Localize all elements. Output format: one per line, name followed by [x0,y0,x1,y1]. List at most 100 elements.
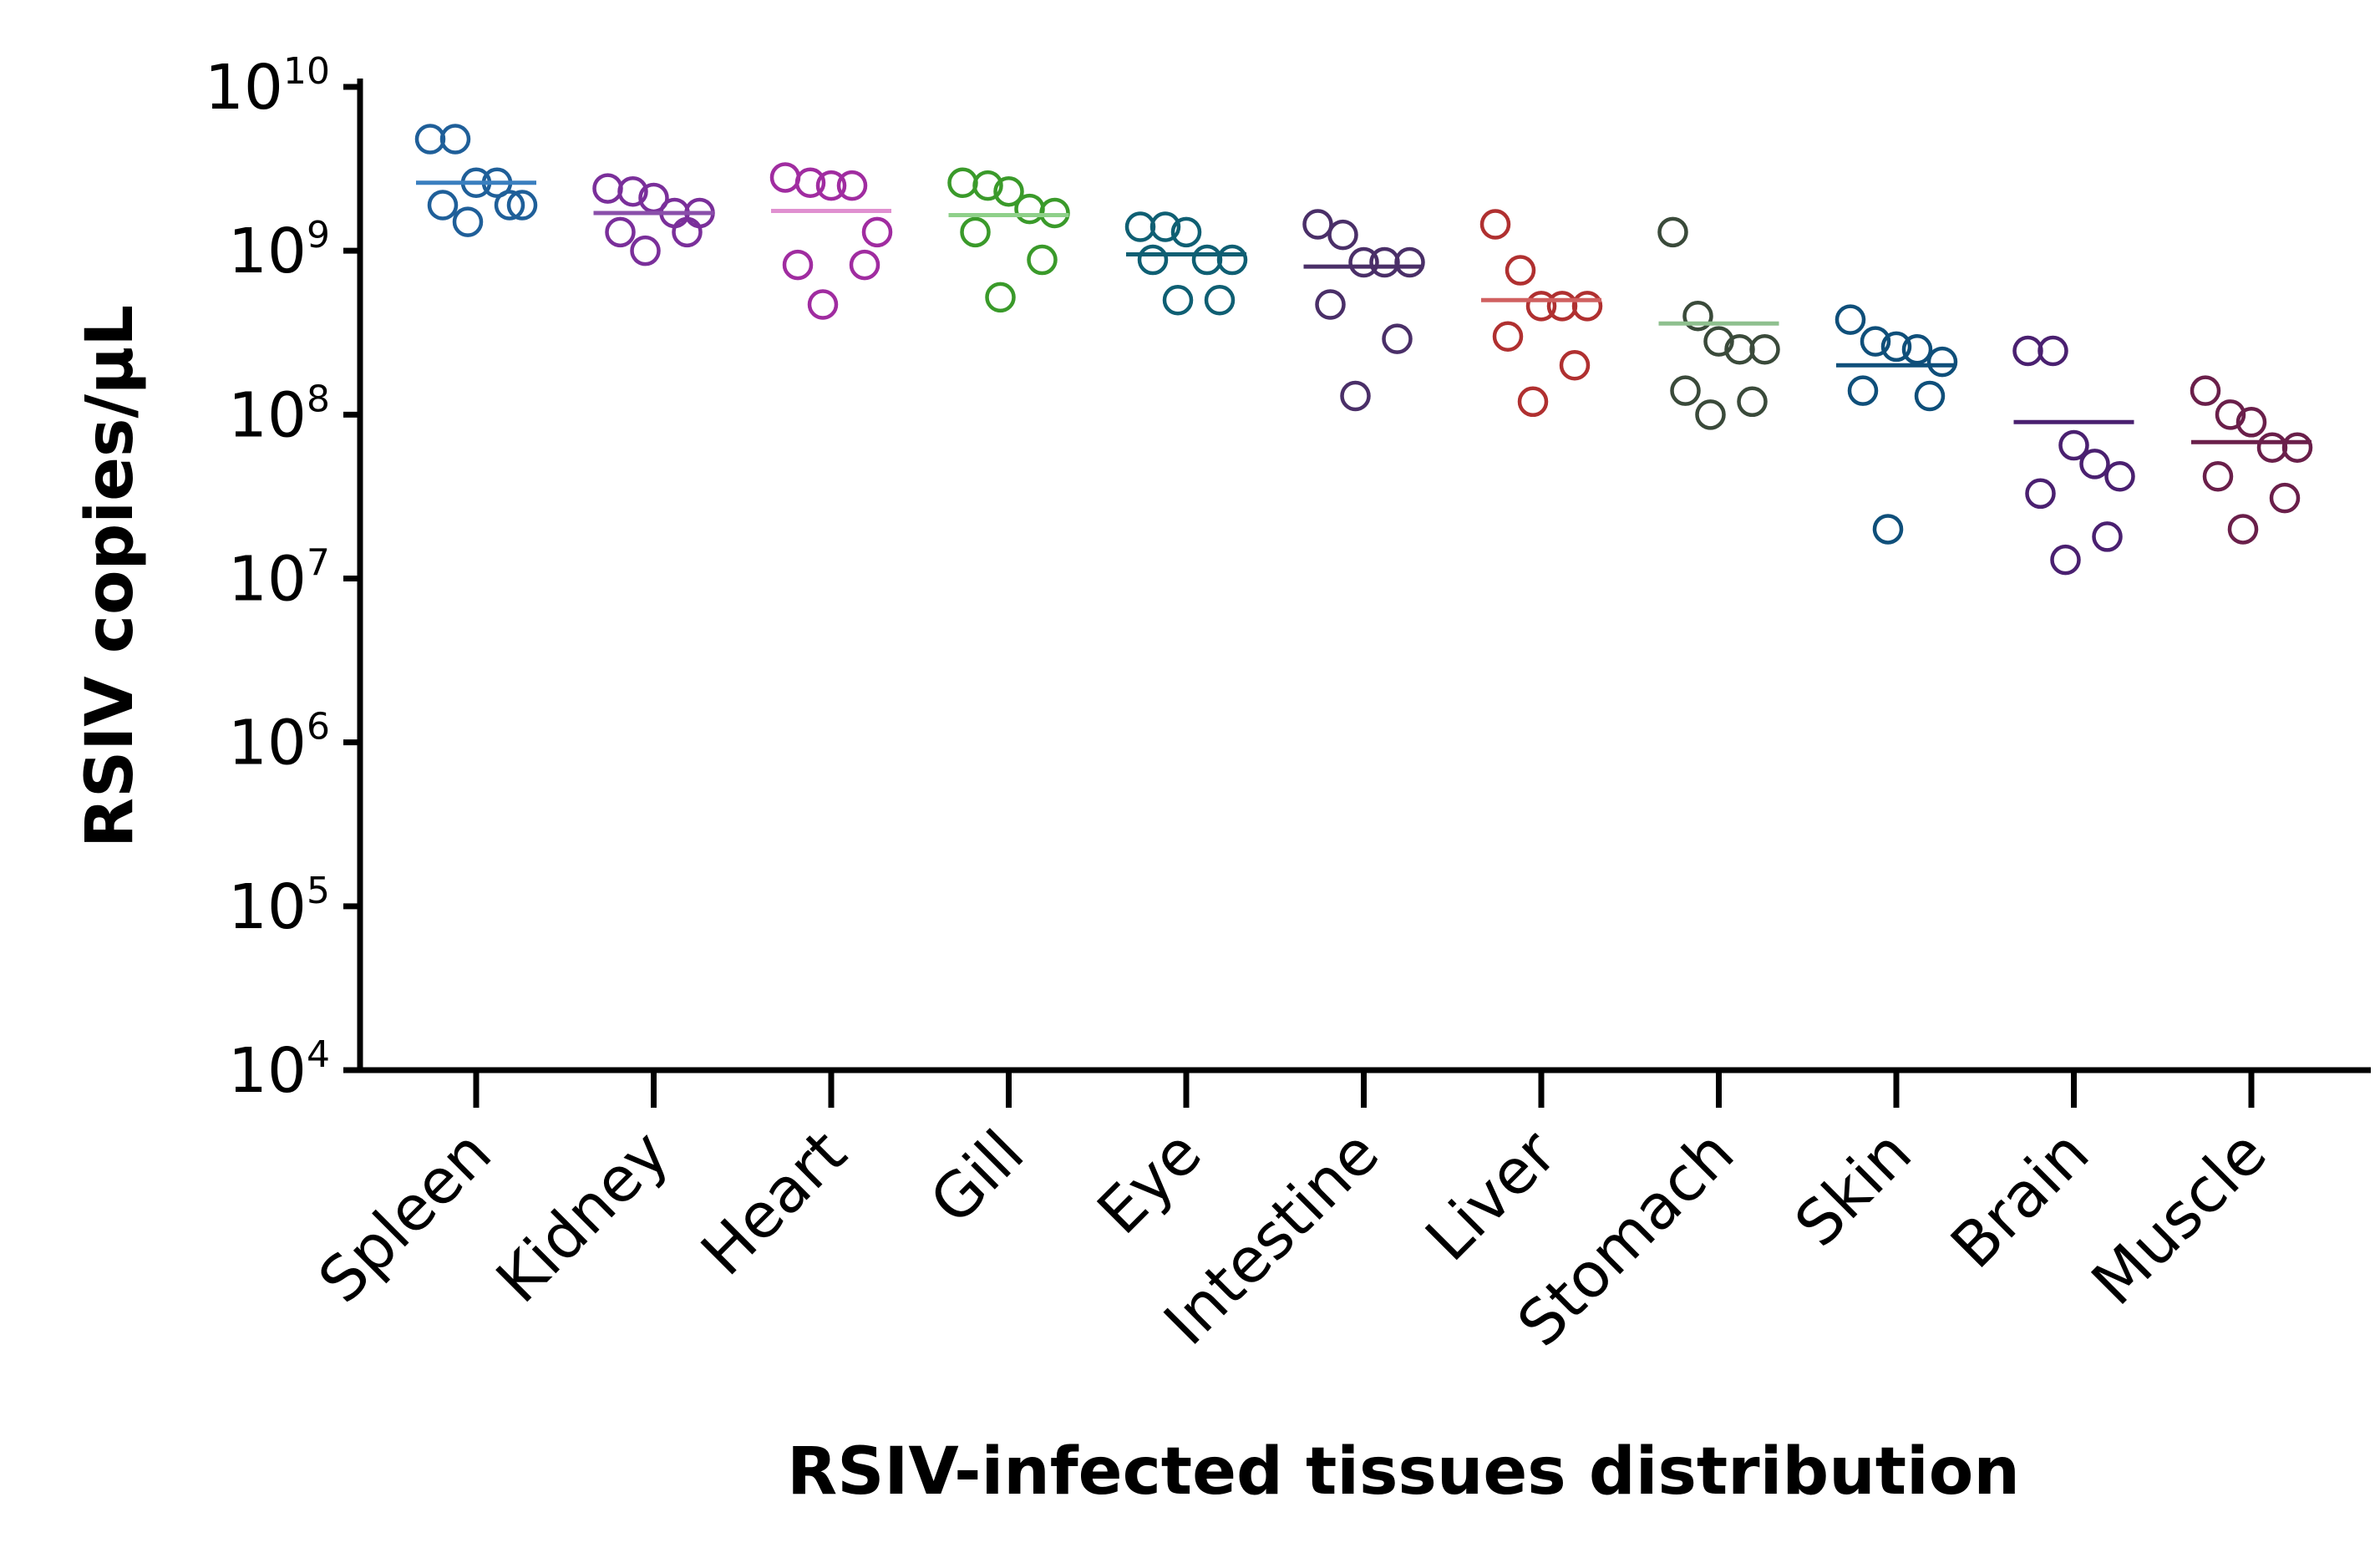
data-point [985,282,1016,313]
y-tick-base: 10 [228,216,307,287]
y-axis-title: RSIV copies/μL [73,305,148,848]
y-tick-label: 105 [228,870,330,943]
data-point [1559,350,1591,381]
data-point [815,170,847,201]
x-tick-label-heart: Heart [688,1117,860,1289]
data-point [947,167,978,199]
data-point [1340,380,1371,412]
data-point [2050,544,2081,576]
y-tick-base: 10 [228,379,307,451]
data-point [2037,335,2068,367]
data-point [2269,482,2301,514]
x-tick-label-skin: Skin [1782,1117,1926,1261]
y-tick-exponent: 9 [307,214,330,256]
data-point [1901,334,1933,365]
data-point [1914,380,1946,412]
data-point [1505,255,1536,286]
data-point [1302,209,1333,240]
series-intestine [1302,209,1425,412]
data-point [1525,291,1557,322]
data-point [1124,211,1156,242]
data-point [1682,300,1713,332]
data-point [452,206,484,237]
data-point [2058,429,2089,461]
data-point [960,216,991,248]
y-tick-label: 108 [228,378,330,451]
data-point [2256,432,2288,463]
y-tick-exponent: 7 [307,542,330,585]
x-tick-label-muscle: Muscle [2078,1117,2281,1319]
data-point [2025,478,2056,510]
y-tick-label: 109 [228,214,330,287]
series-muscle [2190,375,2313,545]
x-tick-label-liver: Liver [1413,1117,1571,1276]
series-layer [414,124,2313,576]
data-point [1517,386,1549,418]
data-point [1162,284,1194,316]
data-point [1847,375,1879,406]
series-eye [1124,211,1248,316]
data-point [807,289,839,320]
data-point [1670,375,1701,406]
x-tick-label-gill: Gill [916,1117,1038,1238]
series-stomach [1657,216,1780,430]
data-point [993,175,1024,207]
data-point [605,216,636,248]
data-point [972,170,1003,201]
x-tick-label-spleen: Spleen [305,1117,505,1317]
data-point [782,249,814,281]
data-point [849,249,880,281]
series-spleen [414,124,538,237]
x-tick-label-brain: Brain [1937,1117,2103,1282]
y-tick-label: 1010 [205,50,330,124]
data-point [1216,244,1248,276]
series-kidney [592,173,715,266]
y-tick-base: 10 [228,871,307,943]
y-tick-base: 10 [205,52,283,124]
data-point [1749,334,1780,365]
data-point [617,175,648,207]
data-point [1382,323,1413,354]
data-point [794,167,826,199]
y-tick-exponent: 6 [307,706,330,749]
data-point [1394,246,1425,278]
data-point [1880,331,1912,363]
data-point [836,170,868,201]
data-point [2104,460,2135,492]
data-point [672,216,703,248]
data-point [2079,449,2110,480]
series-gill [947,167,1070,313]
data-point [1204,284,1236,316]
data-point [2092,521,2123,552]
y-tick-exponent: 4 [307,1033,330,1076]
data-point [1872,514,1904,545]
data-point [1571,291,1603,322]
data-point [1027,244,1058,276]
data-point [1926,346,1958,378]
data-point [1657,216,1688,248]
series-liver [1479,209,1603,418]
data-point [1170,216,1202,248]
data-point [1327,219,1358,251]
y-tick-label: 107 [228,542,330,616]
y-tick-exponent: 10 [283,50,330,93]
data-point [1479,209,1511,240]
y-tick-base: 10 [228,544,307,616]
data-point [2190,375,2221,406]
data-point [861,216,893,248]
y-tick-exponent: 8 [307,378,330,420]
data-point [1014,193,1045,225]
data-point [1695,399,1726,430]
data-point [2281,432,2313,463]
data-point [1137,244,1169,276]
data-point [1492,321,1524,352]
data-point [592,173,623,204]
data-point [1737,386,1768,418]
data-point [1860,326,1891,357]
data-point [2235,407,2267,438]
data-point [414,124,446,155]
data-point [506,190,538,221]
data-point [1191,244,1223,276]
